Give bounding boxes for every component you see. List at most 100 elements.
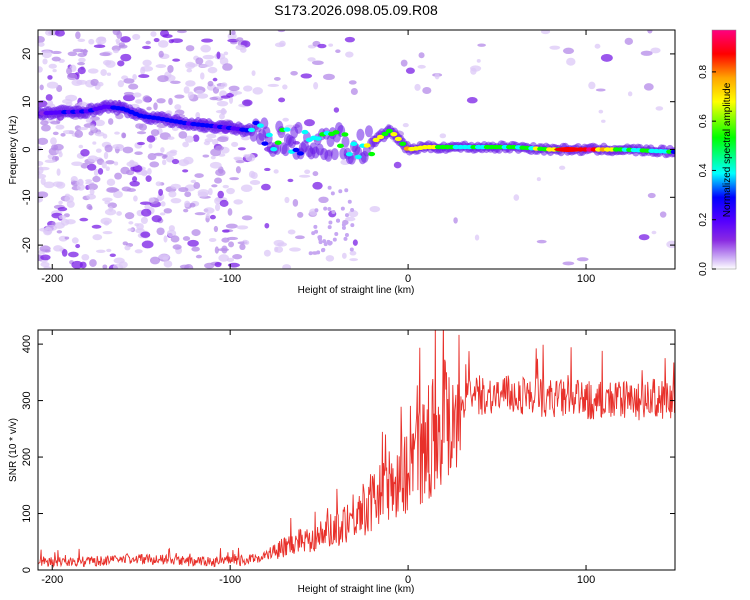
snr-x-tick-label: 0 [405,574,411,586]
noise-speckle [196,93,209,99]
noise-speckle [208,237,217,242]
colorbar-tick-label: 0.4 [698,163,709,177]
noise-speckle [200,72,205,80]
noise-speckle [562,261,575,266]
noise-speckle [331,210,336,215]
noise-speckle [87,155,99,163]
noise-speckle [350,88,358,95]
ridge-halo [294,121,303,134]
noise-speckle [153,102,158,111]
noise-speckle [38,146,43,152]
noise-speckle [116,211,122,216]
colorbar-frame [711,29,737,270]
noise-speckle [106,178,116,186]
noise-speckle [195,254,202,259]
noise-speckle [600,54,613,62]
noise-speckle [85,179,93,183]
noise-speckle [104,208,117,216]
colorbar-tick-label: 0.2 [698,212,709,226]
noise-speckle [132,92,142,98]
noise-speckle [42,58,48,65]
noise-speckle [405,67,415,74]
noise-speckle [124,245,131,251]
noise-speckle [39,84,44,91]
noise-speckle [172,58,181,62]
noise-speckle [129,180,140,187]
noise-speckle [277,30,286,33]
noise-speckle [88,38,95,45]
noise-speckle [89,125,96,131]
noise-speckle [118,42,126,48]
noise-speckle [74,130,84,138]
noise-speckle [97,168,104,175]
ridge-cell [332,130,340,135]
ridge-cell [385,128,393,134]
ridge-cell [296,151,304,156]
noise-speckle [185,80,196,87]
ridge-cell [292,147,300,153]
noise-speckle [320,248,325,253]
noise-speckle [51,50,62,55]
noise-speckle [120,53,132,62]
ridge-halo [249,129,258,142]
noise-speckle [100,69,107,77]
noise-speckle [40,120,49,126]
noise-speckle [87,183,99,191]
ridge-peak [554,147,583,152]
noise-speckle [566,57,576,66]
noise-speckle [328,240,333,245]
noise-speckle [131,176,138,183]
snr-y-tick-label: 0 [21,567,33,573]
noise-speckle [197,189,210,196]
noise-speckle [328,43,334,47]
noise-speckle [60,132,66,137]
noise-speckle [312,171,319,177]
noise-speckle [95,249,106,254]
noise-speckle [170,235,180,243]
noise-speckle [322,239,327,244]
noise-speckle [341,225,346,230]
noise-speckle [263,249,271,257]
noise-speckle [53,143,64,151]
ridge-cell [336,143,344,148]
ridge-cell [283,127,291,132]
noise-speckle [149,256,161,265]
noise-speckle [292,198,299,207]
noise-speckle [273,239,285,247]
noise-speckle [67,51,78,57]
noise-speckle [56,181,66,189]
noise-speckle [159,212,166,216]
noise-speckle [414,83,421,91]
noise-speckle [350,223,355,228]
noise-speckle [313,82,319,90]
noise-speckle [287,178,294,183]
noise-speckle [71,79,83,86]
noise-speckle [182,236,191,241]
noise-speckle [216,51,221,60]
noise-speckle [94,131,105,137]
noise-speckle [314,229,319,234]
noise-speckle [106,248,112,253]
noise-speckle [226,236,239,241]
noise-speckle [209,214,216,220]
noise-speckle [140,231,151,238]
noise-speckle [318,240,323,245]
noise-speckle [273,169,279,174]
noise-speckle [195,89,204,95]
noise-speckle [393,161,402,169]
noise-speckle [303,119,315,127]
spectrogram-y-tick-label: -10 [21,189,33,205]
noise-speckle [134,249,143,254]
noise-speckle [122,132,127,139]
noise-speckle [127,228,134,232]
noise-speckle [226,92,234,98]
noise-speckle [349,250,357,256]
noise-speckle [163,235,168,243]
noise-speckle [290,71,298,76]
noise-speckle [170,183,181,189]
noise-speckle [205,213,211,219]
noise-speckle [124,212,135,220]
noise-speckle [343,236,348,241]
noise-speckle [212,77,218,82]
